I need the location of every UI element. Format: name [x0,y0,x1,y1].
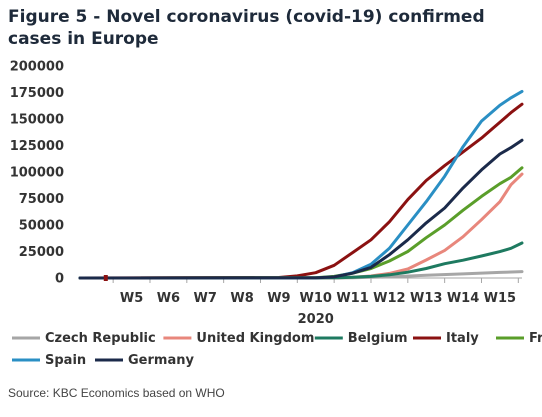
x-tick-label: W11 [336,291,368,306]
y-tick-label: 100000 [10,166,64,181]
series-marker [103,275,108,281]
x-tick-label: W14 [447,291,479,306]
legend-label: United Kingdom [196,331,314,346]
x-axis: W5 W6 W7 W8 W9 W10 W11 W12 W13 W14 W15 [80,277,522,306]
y-tick-label: 200000 [10,60,64,75]
chart-title: Figure 5 - Novel coronavirus (covid-19) … [8,7,485,49]
legend: Czech Republic United Kingdom Belgium Italy… [12,331,542,368]
series-line-italy [78,102,524,280]
y-tick-label: 25000 [19,245,64,260]
y-axis: 0 25000 50000 75000 100000 125000 150000 175000… [10,60,64,287]
x-tick-label: W6 [157,291,180,306]
x-tick-label: W10 [300,291,332,306]
legend-label: Italy [446,331,479,346]
x-tick-label: W13 [410,291,442,306]
y-tick-label: 0 [55,272,64,287]
legend-label: France [529,331,542,346]
legend-label: Germany [128,353,194,368]
y-tick-label: 150000 [10,113,64,128]
x-tick-label: W9 [267,291,290,306]
y-tick-label: 175000 [10,86,64,101]
series-line-spain [78,89,524,280]
x-tick-label: W8 [230,291,253,306]
y-tick-label: 50000 [19,219,64,234]
source-note: Source: KBC Economics based on WHO [8,386,225,400]
x-tick-label: W7 [194,291,217,306]
x-axis-label: 2020 [298,312,334,327]
x-tick-label: W5 [120,291,143,306]
y-tick-label: 125000 [10,139,64,154]
y-tick-label: 75000 [19,192,64,207]
legend-label: Belgium [348,331,408,346]
legend-label: Czech Republic [45,331,156,346]
x-tick-label: W12 [373,291,405,306]
series-line-germany [78,138,524,280]
series-line-belgium [78,241,524,280]
series-layer [78,89,524,281]
legend-label: Spain [45,353,86,368]
x-tick-label: W15 [484,291,516,306]
